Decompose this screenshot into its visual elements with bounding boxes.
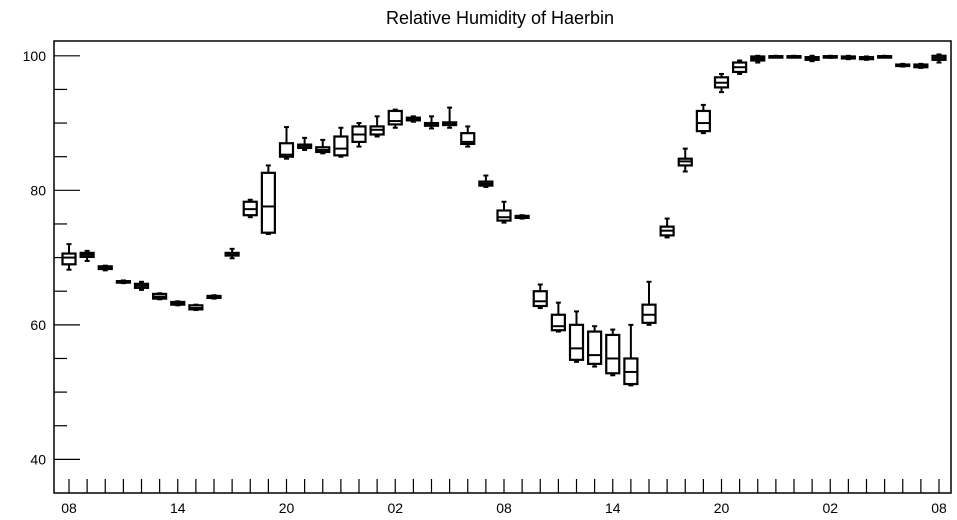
- box-item: [297, 136, 313, 151]
- box-item: [659, 217, 675, 239]
- box-item: [152, 292, 168, 301]
- box-item: [224, 247, 240, 260]
- box: [460, 132, 476, 146]
- box: [568, 323, 585, 361]
- box-series: [61, 53, 947, 387]
- box-item: [931, 53, 947, 64]
- box-item: [79, 249, 95, 262]
- box: [278, 142, 295, 158]
- box-item: [442, 106, 458, 129]
- y-tick-label: 80: [30, 182, 46, 198]
- box-item: [369, 115, 385, 138]
- box-item: [496, 200, 512, 224]
- box-item: [804, 54, 820, 63]
- box-item: [278, 126, 295, 160]
- box: [550, 313, 566, 332]
- box-item: [877, 54, 893, 59]
- y-axis: 40 60 80 100: [23, 48, 80, 467]
- x-tick-label: 14: [605, 500, 621, 516]
- box-item: [732, 59, 748, 75]
- y-tick-label: 60: [30, 317, 46, 333]
- box-item: [115, 279, 131, 285]
- x-axis: 08 14 20 02 08 14 20 02 08: [61, 479, 947, 516]
- box: [695, 109, 711, 133]
- y-tick-label: 100: [23, 48, 47, 64]
- x-tick-label: 20: [279, 500, 295, 516]
- box-item: [206, 294, 222, 300]
- box-item: [587, 325, 603, 368]
- box-item: [677, 147, 693, 173]
- box-item: [641, 280, 657, 326]
- box-item: [315, 138, 331, 155]
- box-item: [460, 125, 476, 148]
- x-tick-label: 20: [714, 500, 730, 516]
- box: [260, 171, 276, 234]
- x-tick-label: 08: [61, 500, 77, 516]
- box-item: [786, 54, 802, 59]
- x-tick-label: 08: [496, 500, 512, 516]
- x-tick-label: 02: [387, 500, 403, 516]
- box-item: [351, 122, 367, 148]
- box: [605, 333, 621, 375]
- box: [496, 209, 512, 222]
- box-item: [387, 108, 403, 129]
- box-item: [550, 301, 566, 333]
- box: [587, 330, 603, 365]
- box: [61, 252, 77, 266]
- y-tick-label: 40: [30, 451, 46, 467]
- box-item: [188, 303, 204, 312]
- box-item: [405, 115, 421, 123]
- x-tick-label: 14: [170, 500, 186, 516]
- box: [333, 135, 349, 157]
- box-item: [605, 328, 621, 377]
- box: [641, 303, 657, 324]
- box-item: [133, 280, 150, 291]
- plot-frame: [53, 40, 952, 494]
- box-item: [858, 55, 875, 61]
- box-item: [61, 243, 77, 271]
- box-item: [623, 323, 639, 387]
- box-item: [478, 174, 494, 188]
- box-item: [768, 54, 784, 59]
- box-item: [532, 283, 548, 310]
- box-item: [97, 264, 113, 272]
- box-item: [170, 300, 186, 307]
- chart-title: Relative Humidity of Haerbin: [386, 8, 614, 28]
- box-item: [713, 72, 730, 94]
- box-item: [260, 164, 276, 236]
- box-item: [840, 54, 856, 61]
- box-item: [568, 310, 585, 363]
- box-item: [423, 115, 440, 130]
- x-tick-label: 08: [931, 500, 947, 516]
- x-tick-label: 02: [822, 500, 838, 516]
- box-item: [822, 54, 838, 59]
- box-item: [514, 214, 530, 220]
- box: [532, 290, 548, 308]
- box-item: [333, 126, 349, 158]
- box-item: [913, 62, 929, 69]
- box-item: [750, 54, 766, 64]
- box-item: [695, 103, 711, 135]
- box-item: [242, 198, 258, 219]
- box-item: [895, 62, 911, 68]
- box: [387, 109, 403, 126]
